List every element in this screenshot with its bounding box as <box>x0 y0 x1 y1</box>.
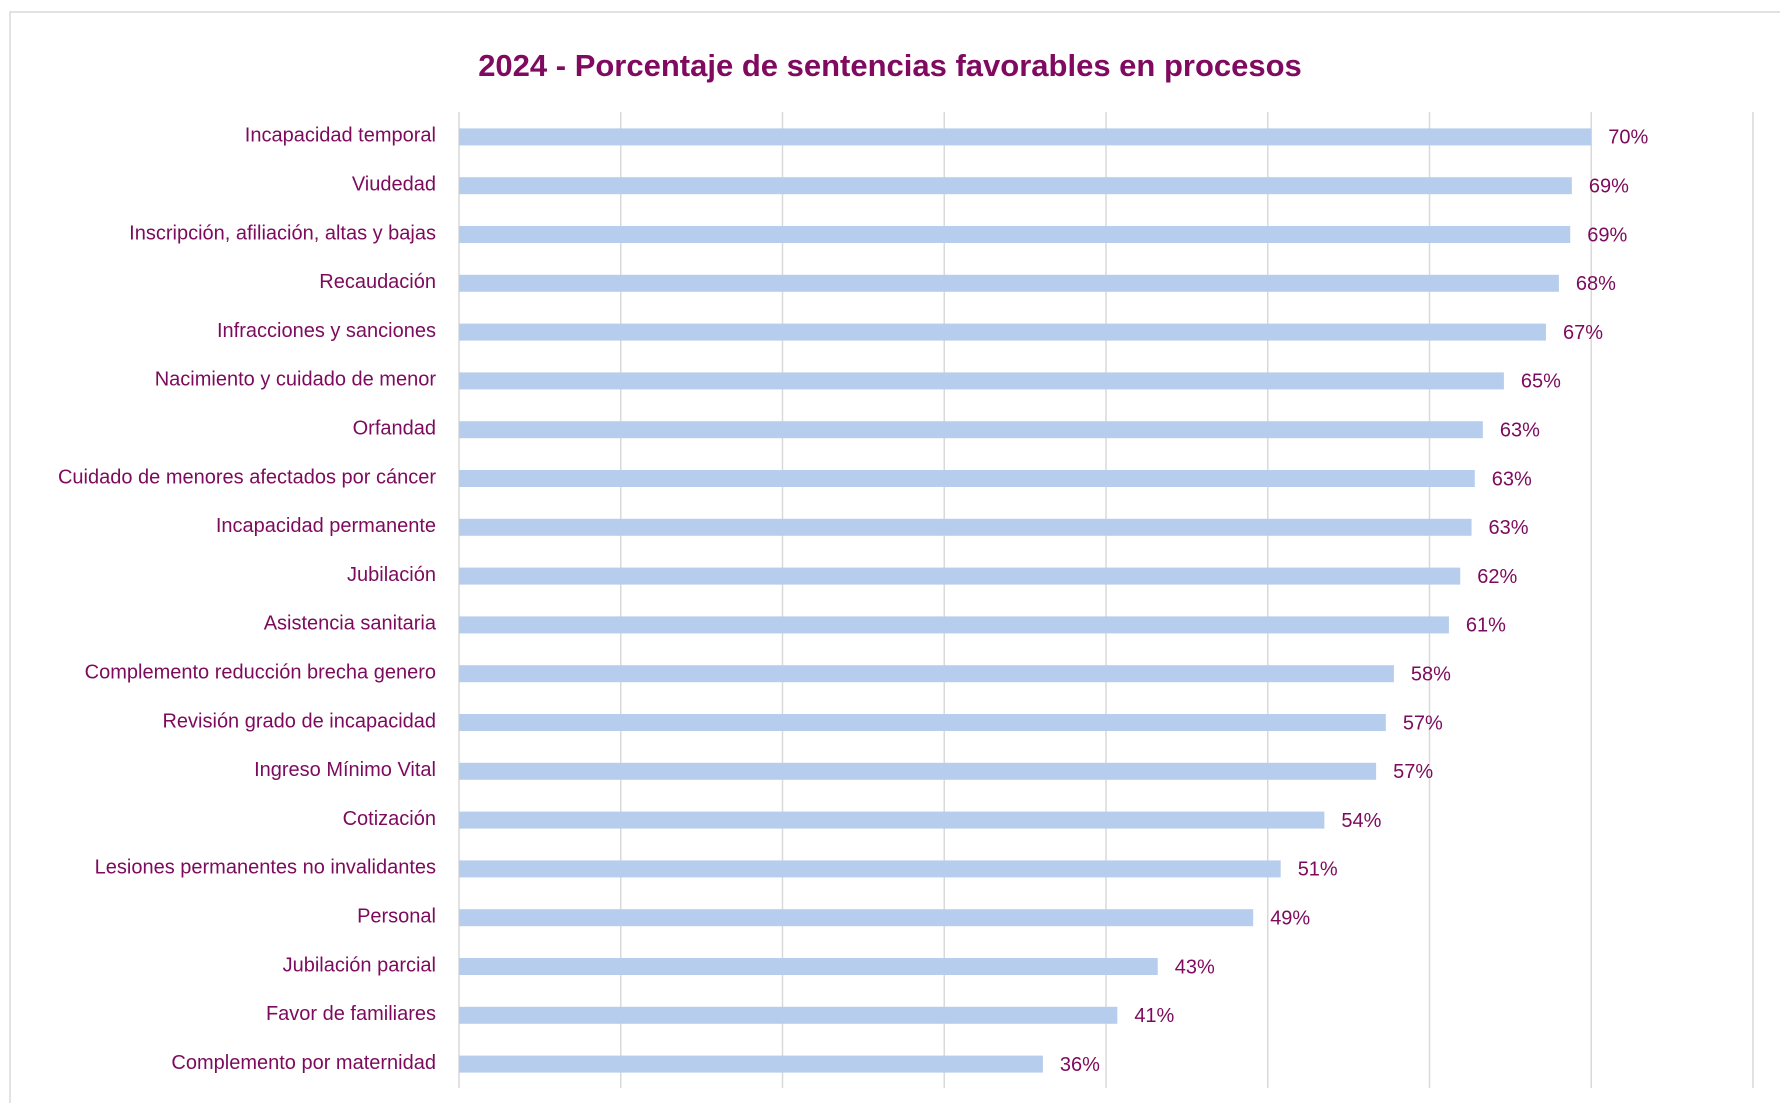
y-tick-label: Inscripción, afiliación, altas y bajas <box>129 222 436 244</box>
bar <box>459 616 1449 634</box>
bar <box>459 762 1377 780</box>
data-label: 43% <box>1175 956 1215 978</box>
data-label: 58% <box>1411 663 1451 685</box>
y-tick-label: Cuidado de menores afectados por cáncer <box>58 466 436 488</box>
bar <box>459 470 1475 487</box>
y-tick-label: Personal <box>357 905 436 927</box>
y-tick-label: Lesiones permanentes no invalidantes <box>95 857 436 879</box>
chart-title: 2024 - Porcentaje de sentencias favorabl… <box>478 48 1302 83</box>
y-tick-label: Complemento reducción brecha genero <box>85 661 436 683</box>
bar <box>459 665 1394 683</box>
y-tick-label: Recaudación <box>319 271 436 293</box>
data-label: 65% <box>1521 371 1561 393</box>
bar <box>459 421 1483 439</box>
data-label: 57% <box>1403 712 1443 734</box>
bar <box>459 958 1158 975</box>
data-label: 62% <box>1477 566 1517 588</box>
data-label: 63% <box>1492 468 1532 490</box>
data-label: 63% <box>1500 419 1540 441</box>
data-label: 61% <box>1466 615 1506 637</box>
y-tick-label: Jubilación parcial <box>283 954 436 976</box>
data-label: 63% <box>1489 517 1529 539</box>
y-tick-label: Viudedad <box>352 173 436 195</box>
bar <box>459 860 1281 878</box>
bar <box>459 909 1254 927</box>
data-label: 57% <box>1393 761 1433 783</box>
data-label: 41% <box>1134 1005 1174 1027</box>
y-tick-label: Infracciones y sanciones <box>217 320 436 342</box>
y-tick-label: Cotización <box>343 808 436 830</box>
bar <box>459 226 1571 243</box>
chart-border <box>9 11 1780 1103</box>
data-label: 69% <box>1587 224 1627 246</box>
y-tick-label: Ingreso Mínimo Vital <box>254 759 436 781</box>
y-tick-label: Favor de familiares <box>266 1003 436 1025</box>
y-tick-label: Orfandad <box>353 417 436 439</box>
data-label: 69% <box>1589 175 1629 197</box>
bar <box>459 128 1592 146</box>
bar <box>459 714 1386 731</box>
bar <box>459 567 1461 585</box>
bar <box>459 518 1472 536</box>
data-label: 36% <box>1060 1054 1100 1076</box>
data-label: 67% <box>1563 322 1603 344</box>
y-tick-label: Nacimiento y cuidado de menor <box>155 369 437 391</box>
y-tick-label: Incapacidad permanente <box>216 515 436 537</box>
y-tick-label: Revisión grado de incapacidad <box>162 710 436 732</box>
bar <box>459 372 1504 390</box>
data-label: 70% <box>1608 127 1648 149</box>
bar <box>459 1006 1118 1024</box>
data-label: 49% <box>1270 907 1310 929</box>
bar <box>459 323 1546 341</box>
bar <box>459 274 1559 292</box>
bar <box>459 811 1325 829</box>
data-label: 54% <box>1341 810 1381 832</box>
y-tick-label: Complemento por maternidad <box>171 1052 436 1074</box>
y-tick-label: Jubilación <box>347 564 436 586</box>
bar <box>459 1055 1043 1073</box>
y-tick-label: Asistencia sanitaria <box>264 613 437 635</box>
y-tick-label: Incapacidad temporal <box>245 125 436 147</box>
data-label: 68% <box>1576 273 1616 295</box>
bar <box>459 177 1572 195</box>
data-label: 51% <box>1298 859 1338 881</box>
